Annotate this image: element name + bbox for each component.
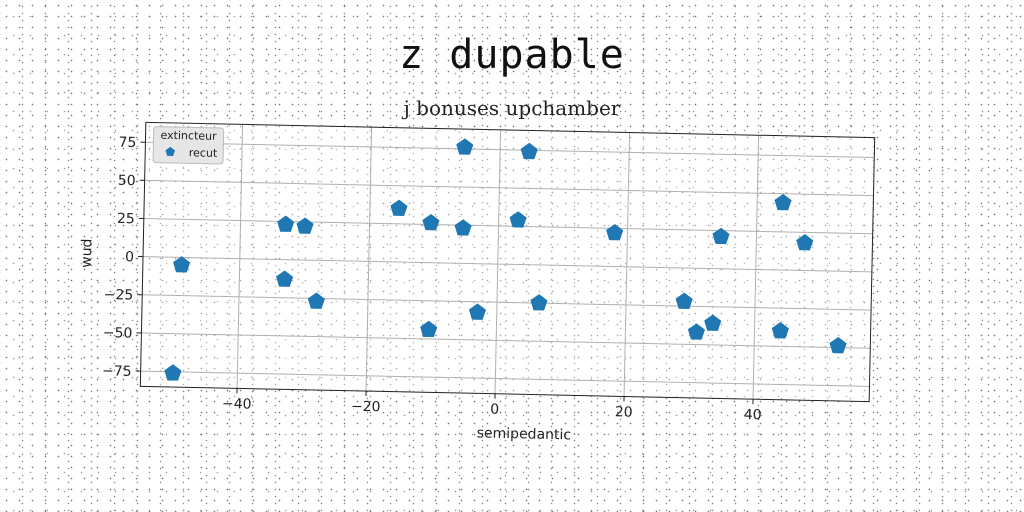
data-point <box>390 199 408 216</box>
y-tick-label: 50 <box>118 173 136 189</box>
x-tick-label: 0 <box>490 402 499 418</box>
data-point <box>771 322 789 339</box>
data-point <box>296 217 314 234</box>
data-point <box>829 337 847 354</box>
data-point <box>164 364 182 381</box>
data-point <box>454 219 472 236</box>
chart-title: z dupable <box>399 32 625 78</box>
plot-area <box>140 122 875 402</box>
data-point <box>530 294 548 311</box>
y-grid-line <box>141 332 871 349</box>
data-point <box>307 292 325 309</box>
x-grid-line <box>236 124 244 389</box>
chart-subtitle: j bonuses upchamber <box>403 96 621 120</box>
data-point <box>704 314 722 331</box>
x-grid-line <box>752 135 760 400</box>
y-grid-line <box>142 294 872 311</box>
legend-entry: recut <box>189 146 218 160</box>
y-tick-label: 75 <box>118 135 136 151</box>
data-point <box>173 256 191 273</box>
y-tick-label: −50 <box>103 325 133 342</box>
x-tick-label: 20 <box>615 404 633 420</box>
plot-group: −40 −20 0 20 40 −75 −50 −25 0 25 50 75 extincteur rec… <box>79 121 876 443</box>
x-grid-line <box>494 129 502 394</box>
x-tick-label: 40 <box>744 407 762 423</box>
data-point <box>422 213 440 231</box>
y-grid-line <box>143 218 873 235</box>
data-point <box>687 323 705 340</box>
legend-marker <box>165 146 176 157</box>
y-grid-line <box>140 370 870 387</box>
y-axis-label: wud <box>79 238 96 268</box>
y-tick-label: −25 <box>104 287 134 304</box>
plot-frame <box>139 121 876 403</box>
x-grid-line <box>365 127 373 392</box>
x-grid-line <box>623 132 631 397</box>
data-point <box>468 303 487 320</box>
data-point <box>606 223 624 241</box>
x-tick-label: −40 <box>222 396 252 413</box>
y-tick-label: −75 <box>102 363 132 380</box>
x-tick-label: −20 <box>351 399 381 416</box>
data-point <box>456 138 474 155</box>
legend-title: extincteur <box>160 129 217 143</box>
data-point <box>774 193 792 211</box>
y-grid-line <box>145 141 875 158</box>
y-tick-label: 25 <box>117 211 135 227</box>
x-axis-label: semipedantic <box>477 425 572 443</box>
data-point <box>420 320 438 338</box>
data-point <box>276 270 294 287</box>
data-point <box>796 234 814 251</box>
data-point <box>675 292 693 309</box>
data-point <box>509 211 527 228</box>
y-grid-line <box>144 179 874 197</box>
y-grid-line <box>143 256 872 273</box>
y-tick-label: 0 <box>125 249 134 265</box>
data-point <box>520 142 538 160</box>
data-point <box>277 215 295 232</box>
data-point <box>712 227 730 245</box>
